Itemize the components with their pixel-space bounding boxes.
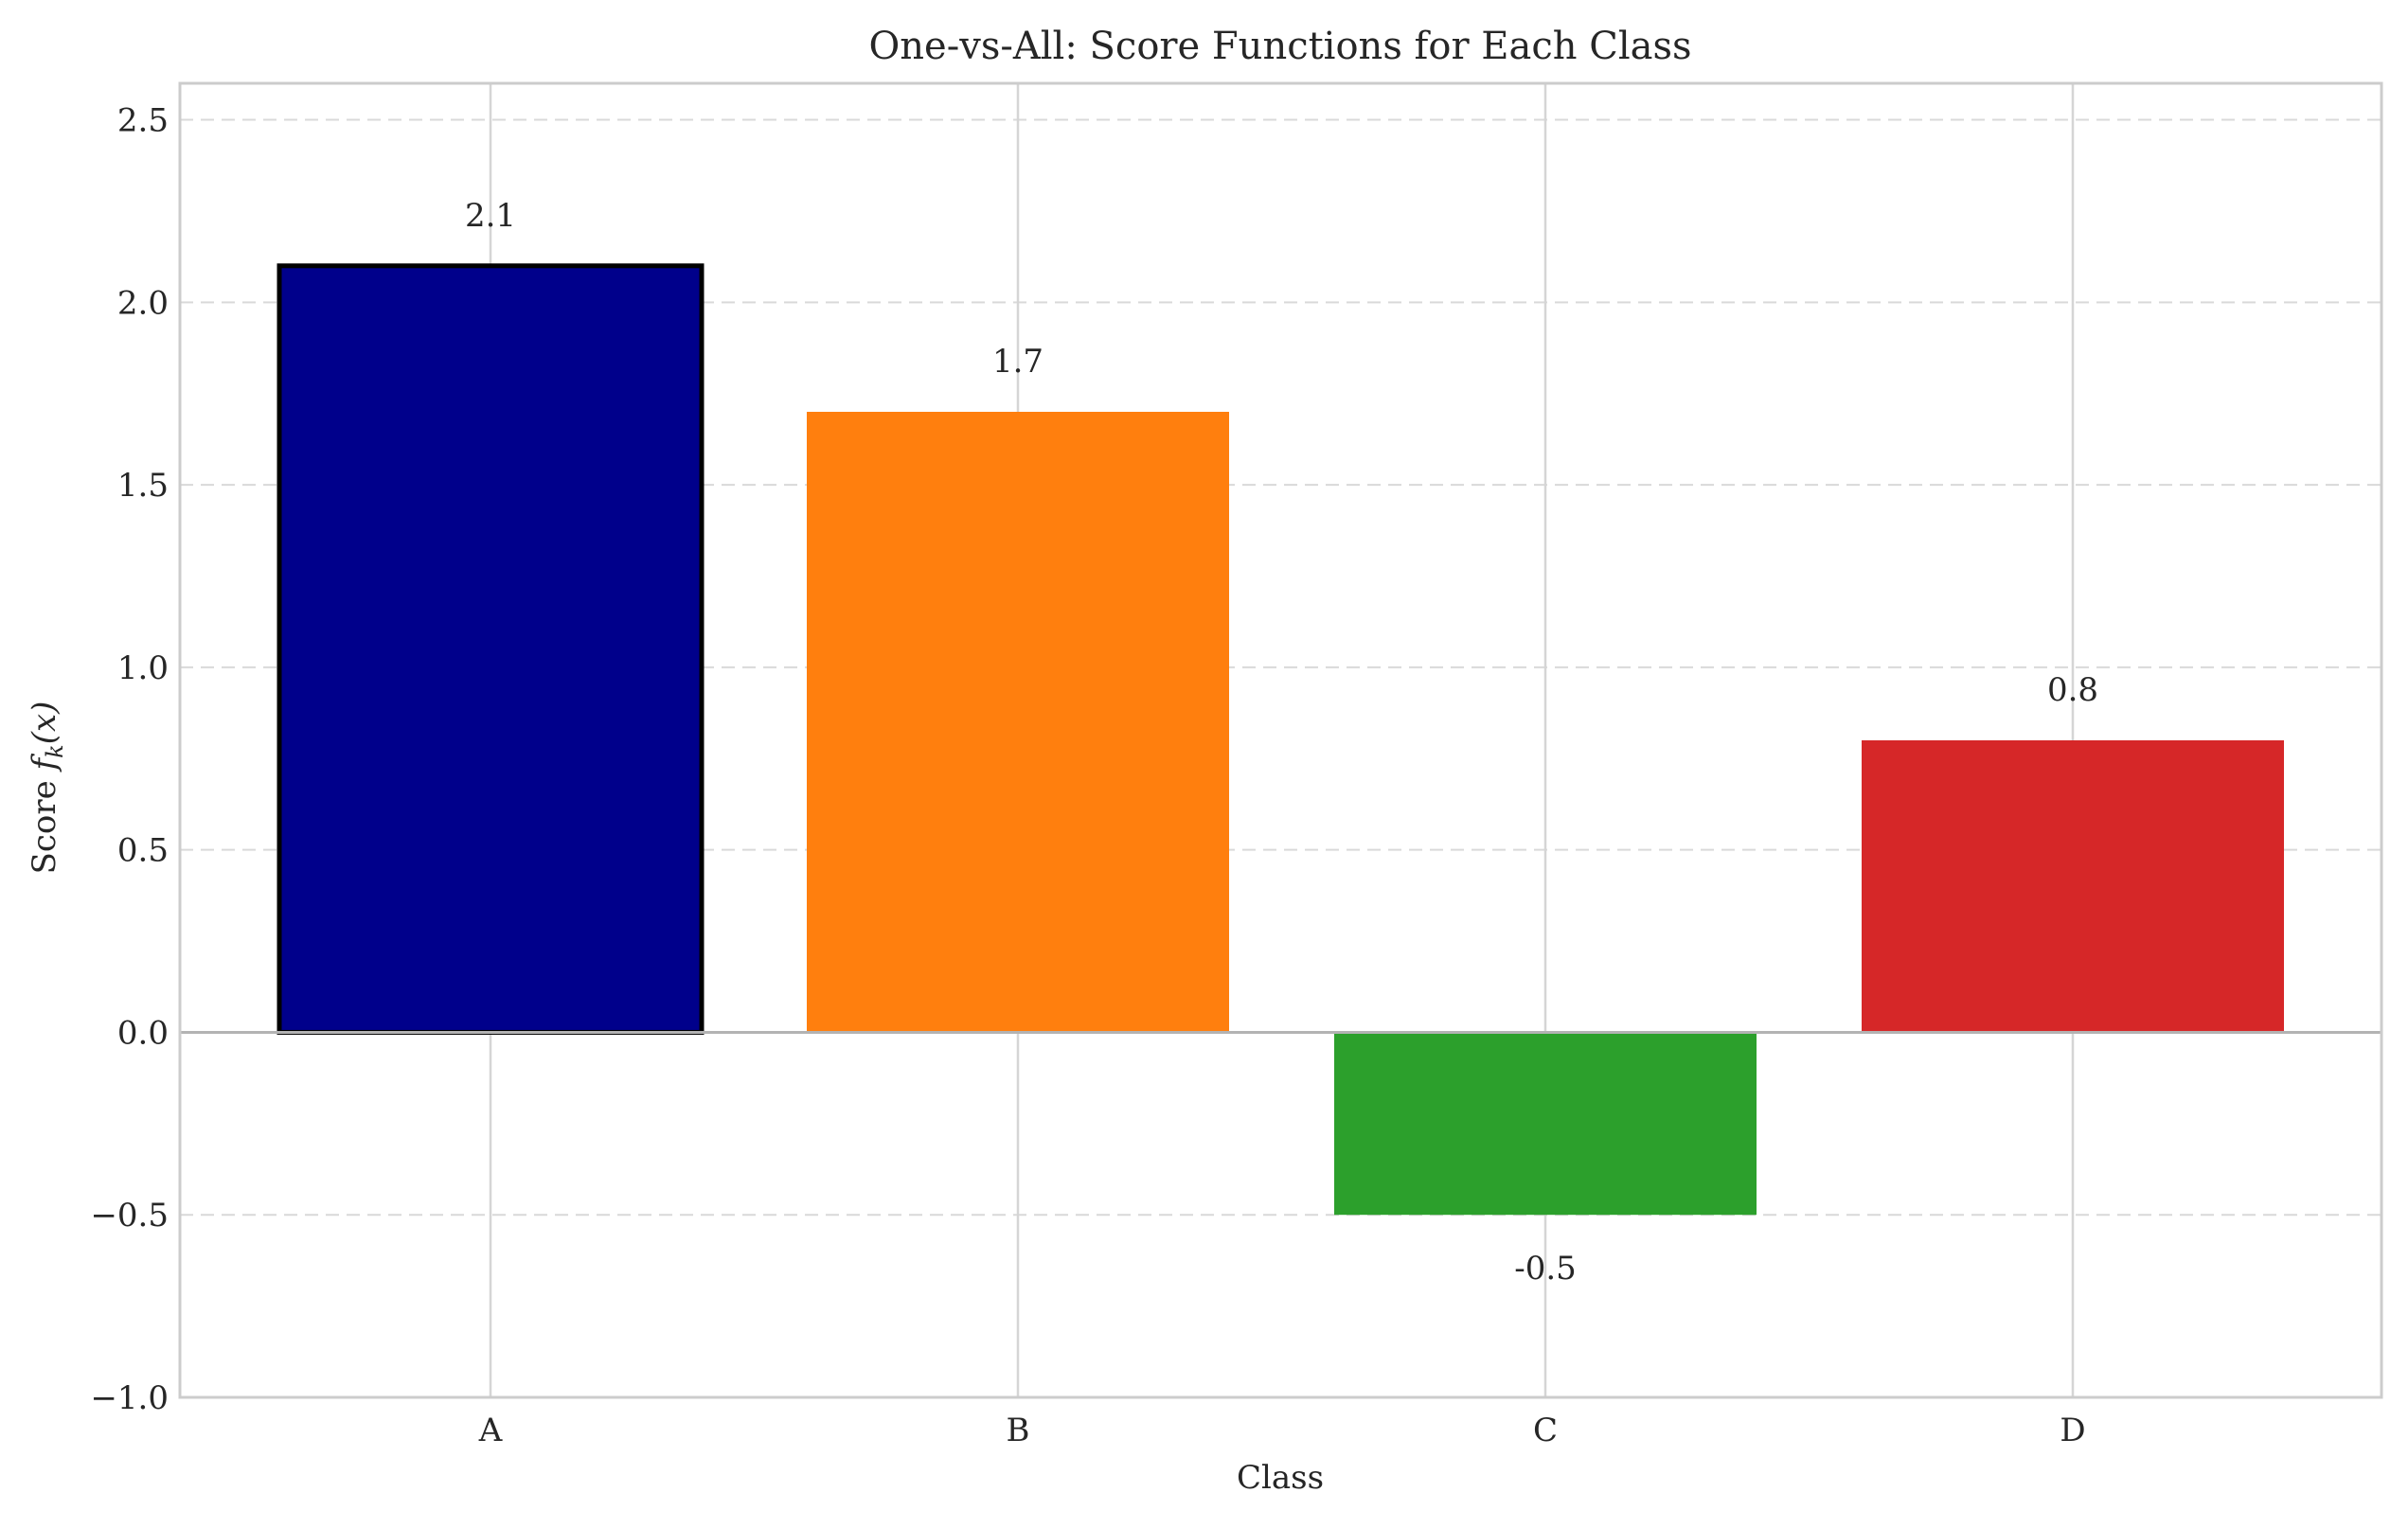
x-axis-label: Class (1237, 1459, 1324, 1497)
x-tick-label: D (2060, 1412, 2085, 1449)
y-tick-label: 0.0 (117, 1014, 169, 1052)
y-tick-label: −0.5 (90, 1197, 169, 1235)
plot-frame (178, 81, 2383, 1399)
x-tick-label: B (1007, 1412, 1030, 1449)
bars-layer (276, 263, 2284, 1216)
chart-title: One-vs-All: Score Functions for Each Cla… (868, 25, 1691, 68)
y-tick-label: 1.5 (117, 467, 169, 505)
y-axis-label: Score fk(x) (26, 702, 68, 875)
bar-a (276, 263, 705, 1035)
bar-d (1862, 740, 2284, 1033)
ticks-layer: −1.0 −0.5 0.0 0.5 1.0 1.5 2.0 2.5 A B C D (90, 102, 2085, 1449)
x-tick-label: C (1533, 1412, 1558, 1449)
data-labels-layer: 2.1 1.7 -0.5 0.8 (465, 197, 2098, 1288)
frame-layer (178, 81, 2383, 1399)
data-label-d: 0.8 (2047, 671, 2098, 709)
y-tick-label: 0.5 (117, 832, 169, 870)
data-label-c: -0.5 (1514, 1250, 1577, 1288)
y-tick-label: 1.0 (117, 649, 169, 687)
y-tick-label: −1.0 (90, 1379, 169, 1417)
data-label-a: 2.1 (465, 197, 516, 235)
x-tick-label: A (478, 1412, 503, 1449)
data-label-b: 1.7 (992, 343, 1043, 381)
y-axis-label-prefix: Score (26, 770, 63, 874)
y-axis-label-subscript: k (42, 744, 68, 758)
bar-c (1334, 1032, 1757, 1216)
y-tick-label: 2.0 (117, 284, 169, 322)
y-tick-label: 2.5 (117, 102, 169, 140)
y-axis-label-arg: (x) (26, 702, 63, 745)
bar-b (807, 412, 1229, 1033)
